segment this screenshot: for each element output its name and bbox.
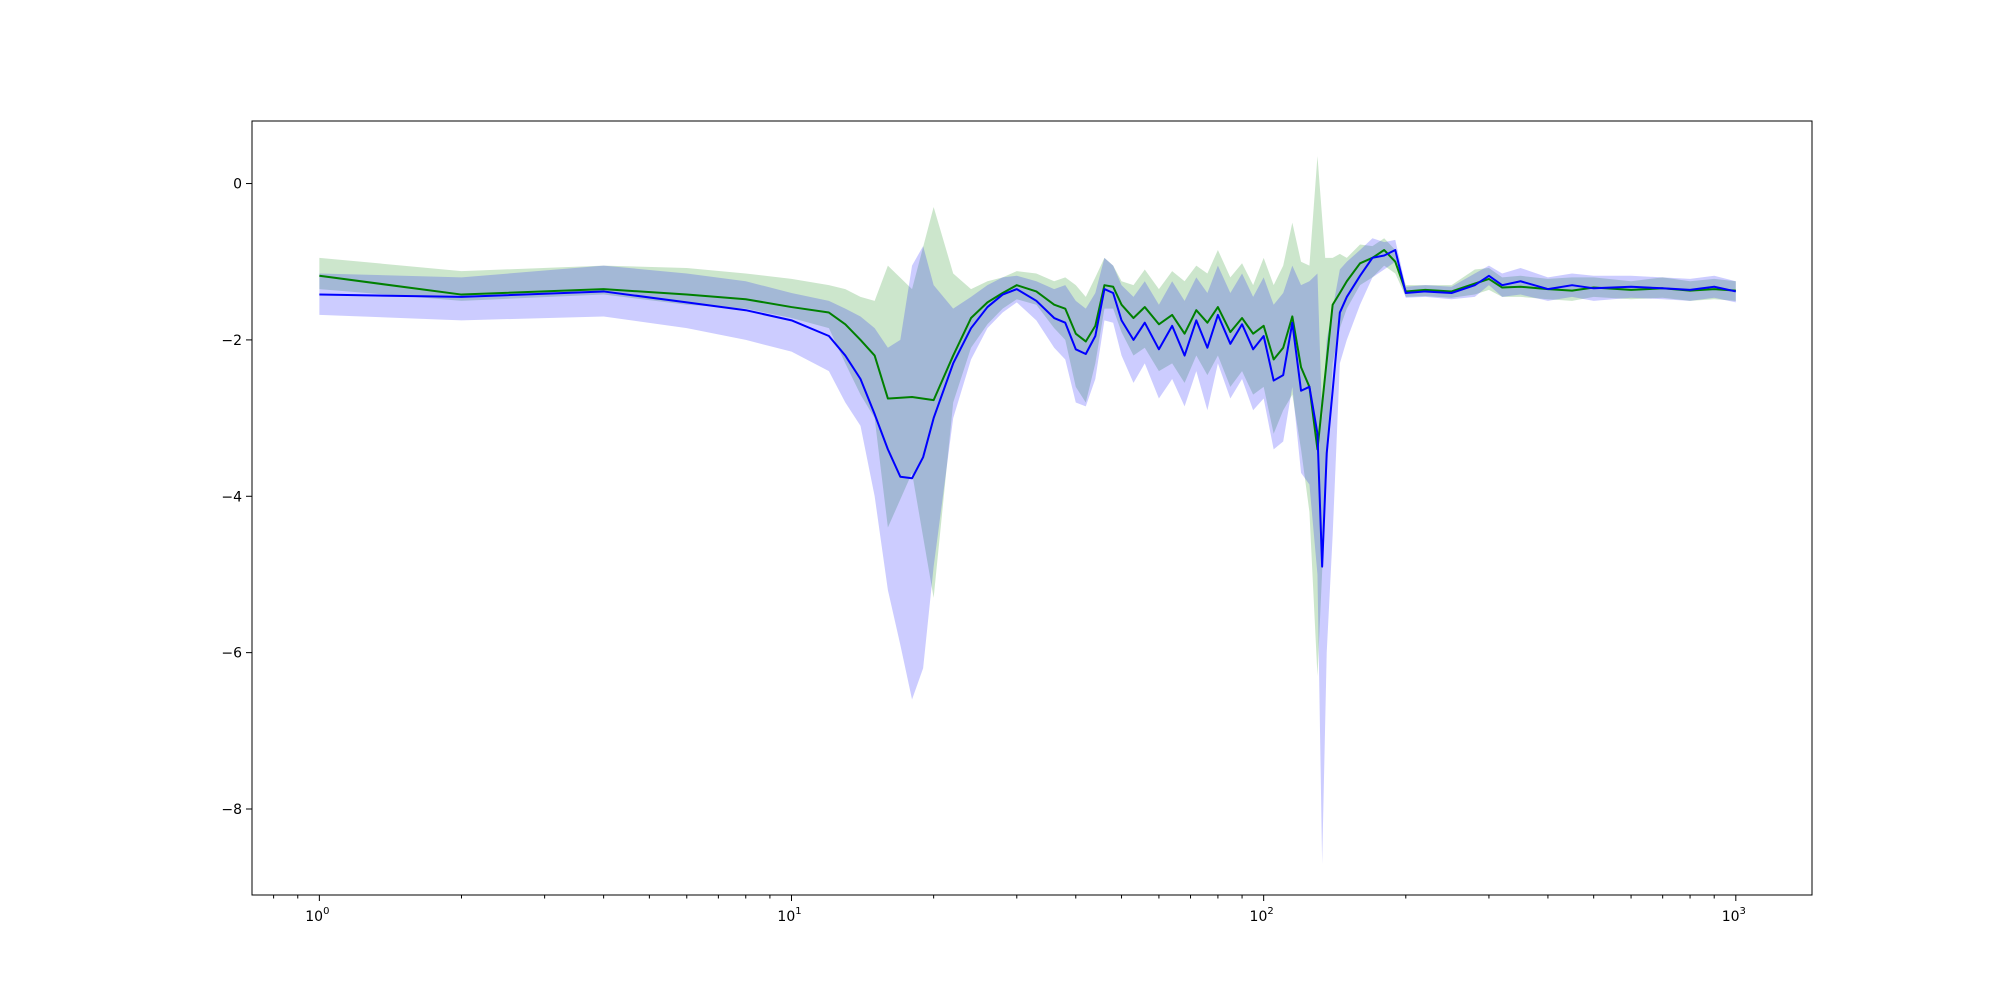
- x-tick-label: 101: [777, 906, 801, 925]
- y-tick-label: −6: [221, 646, 242, 662]
- confidence-bands: [319, 156, 1736, 864]
- y-tick-label: −4: [221, 489, 242, 505]
- x-axis: 100 101 102 103: [273, 895, 1746, 925]
- line-blue: [319, 249, 1737, 568]
- series-lines: [319, 249, 1737, 568]
- line-green: [319, 249, 1736, 451]
- x-tick-label: 102: [1250, 906, 1274, 925]
- y-tick-label: −8: [221, 802, 242, 818]
- y-tick-label: 0: [233, 177, 242, 193]
- plot-area: [319, 156, 1737, 864]
- y-tick-label: −2: [221, 333, 242, 349]
- y-axis: 0 −2 −4 −6 −8: [221, 177, 252, 818]
- x-tick-label: 100: [305, 906, 329, 925]
- band-blue: [319, 238, 1736, 864]
- axes-frame: [251, 120, 1813, 896]
- x-tick-label: 103: [1722, 906, 1746, 925]
- band-green: [319, 156, 1736, 677]
